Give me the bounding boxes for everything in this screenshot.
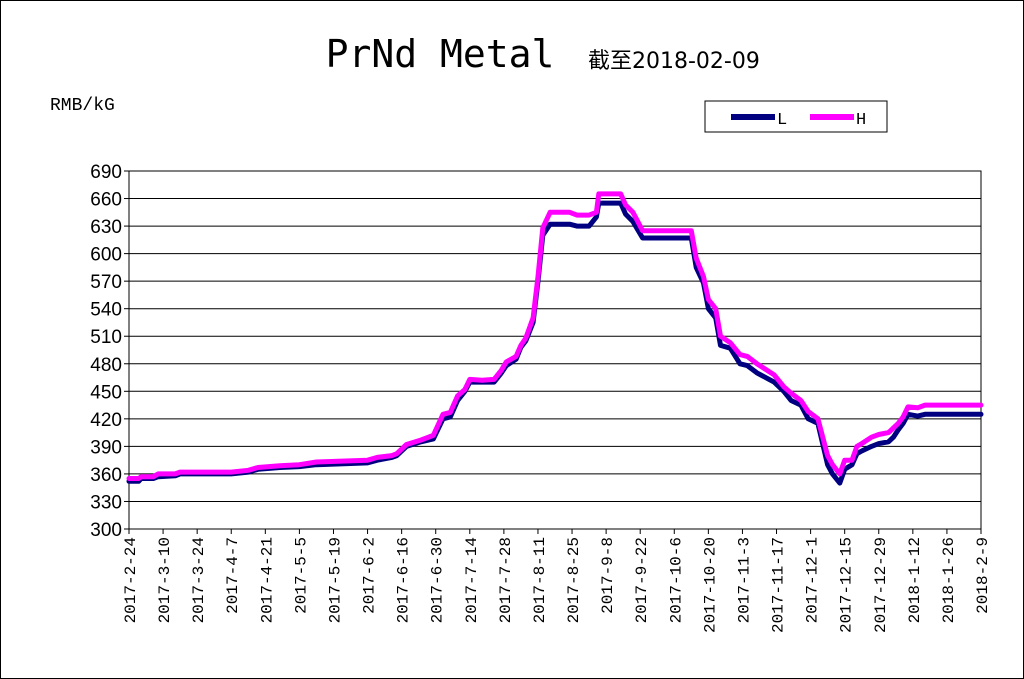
y-tick-label: 450	[90, 382, 122, 403]
x-tick-label: 2017-8-25	[565, 537, 583, 623]
y-tick-label: 660	[90, 190, 122, 211]
x-tick-label: 2017-6-2	[361, 537, 379, 614]
chart-title: PrNd Metal	[326, 32, 555, 76]
y-tick-label: 420	[90, 410, 122, 431]
y-tick-label: 360	[90, 465, 122, 486]
x-tick-label: 2017-12-15	[838, 537, 856, 633]
x-tick-label: 2017-10-6	[667, 537, 685, 623]
x-tick-label: 2017-5-19	[326, 537, 344, 623]
plot-area: 300 330 360 390 420 450 480 510 540 570 600 630 660 6…	[90, 162, 992, 633]
x-tick-label: 2017-3-24	[190, 537, 208, 623]
y-tick-label: 480	[90, 355, 122, 376]
x-tick-label: 2017-8-11	[531, 537, 549, 623]
y-tick-label: 390	[90, 437, 122, 458]
series-line-h	[126, 191, 984, 481]
x-tick-label: 2017-4-7	[224, 537, 242, 614]
x-tick-label: 2017-2-24	[122, 537, 140, 623]
chart-subtitle: 截至2018-02-09	[588, 49, 760, 74]
x-tick-label: 2017-12-29	[872, 537, 890, 633]
y-tick-label: 630	[90, 217, 122, 238]
legend-label-h: H	[856, 111, 866, 130]
x-tick-label: 2017-5-5	[292, 537, 310, 614]
x-tick-label: 2017-6-30	[429, 537, 447, 623]
y-tick-label: 510	[90, 327, 122, 348]
x-tick-label: 2017-3-10	[156, 537, 174, 623]
x-tick-label: 2017-12-1	[804, 537, 822, 623]
x-tick-label: 2018-2-9	[974, 537, 992, 614]
legend-label-l: L	[777, 111, 787, 130]
x-tick-label: 2018-1-12	[906, 537, 924, 623]
legend: L H	[704, 100, 888, 133]
y-tick-label: 600	[90, 245, 122, 266]
x-tick-label: 2018-1-26	[940, 537, 958, 623]
x-tick-label: 2017-11-3	[735, 537, 753, 623]
x-tick-label: 2017-7-28	[497, 537, 515, 623]
y-tick-label: 570	[90, 272, 122, 293]
series-line-l	[126, 200, 984, 486]
y-tick-label: 690	[90, 162, 122, 183]
y-tick-label: 300	[90, 520, 122, 541]
y-axis-unit-label: RMB/kG	[50, 96, 115, 116]
y-tick-label: 330	[90, 492, 122, 513]
y-tick-label: 540	[90, 300, 122, 321]
x-tick-label: 2017-6-16	[395, 537, 413, 623]
x-tick-label: 2017-9-22	[633, 537, 651, 623]
x-tick-label: 2017-10-20	[701, 537, 719, 633]
x-tick-label: 2017-4-21	[258, 537, 276, 623]
x-tick-label: 2017-11-17	[770, 537, 788, 633]
x-tick-label: 2017-9-8	[599, 537, 617, 614]
x-tick-label: 2017-7-14	[463, 537, 481, 623]
